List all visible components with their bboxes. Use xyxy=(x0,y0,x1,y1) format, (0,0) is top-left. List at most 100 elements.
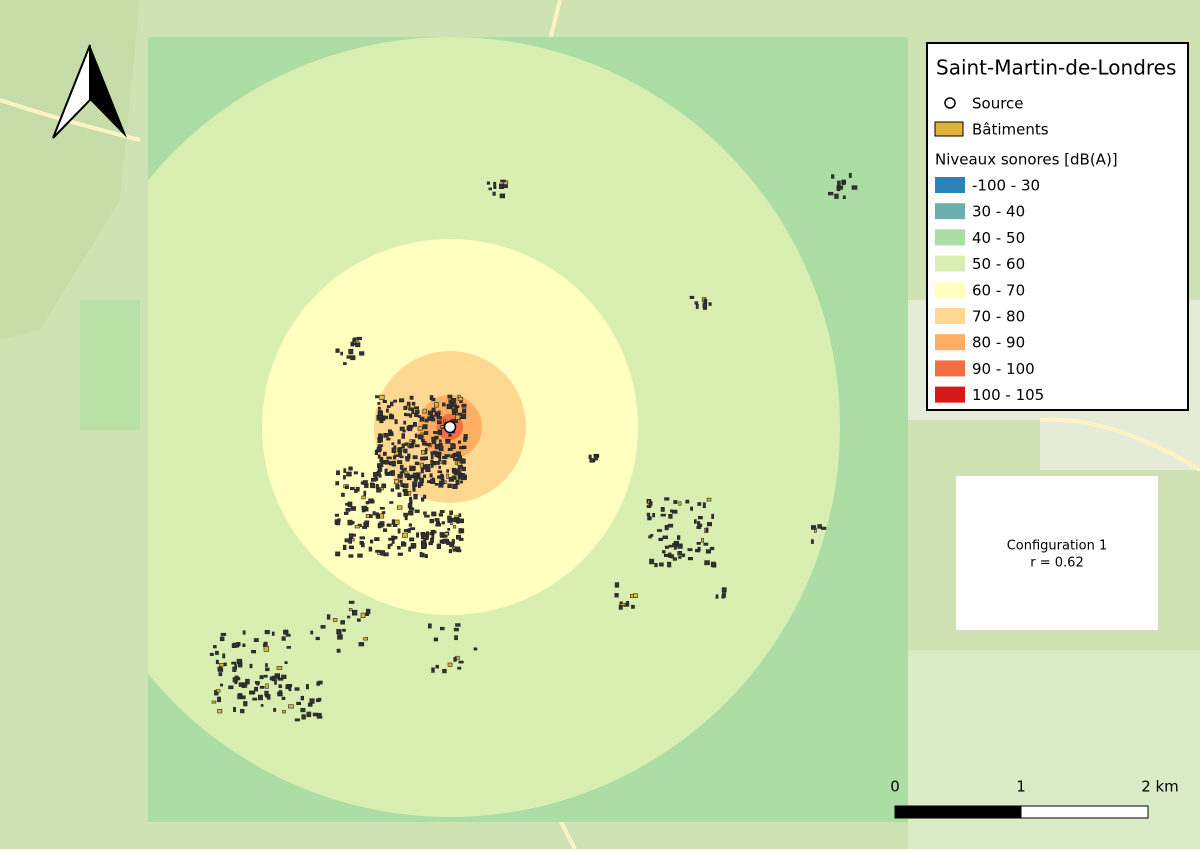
legend-level-swatch xyxy=(935,203,965,220)
building xyxy=(646,512,651,517)
building xyxy=(278,690,283,696)
building xyxy=(702,303,708,309)
building xyxy=(631,604,635,609)
building xyxy=(359,351,365,356)
building xyxy=(257,694,263,701)
building xyxy=(283,629,289,635)
building xyxy=(399,455,404,459)
building xyxy=(441,478,445,485)
building xyxy=(711,513,714,519)
building xyxy=(423,431,429,435)
building xyxy=(215,650,219,655)
scale-label: 2 km xyxy=(1141,778,1179,796)
building xyxy=(431,397,436,402)
building xyxy=(671,509,678,514)
building xyxy=(438,439,442,443)
building xyxy=(660,513,666,517)
building xyxy=(649,558,655,565)
building xyxy=(215,659,219,665)
building xyxy=(667,561,672,568)
building xyxy=(344,485,349,489)
building xyxy=(662,550,666,554)
building xyxy=(334,513,340,517)
building xyxy=(424,448,428,452)
building xyxy=(353,471,358,475)
building xyxy=(839,185,844,190)
legend-level-label: 50 - 60 xyxy=(972,255,1025,273)
building xyxy=(658,537,663,542)
building xyxy=(423,474,427,478)
building xyxy=(401,541,405,545)
building xyxy=(414,412,419,418)
legend-level-label: 30 - 40 xyxy=(972,203,1025,221)
building xyxy=(428,541,433,546)
building xyxy=(663,553,669,558)
building xyxy=(217,666,223,671)
building xyxy=(294,718,300,722)
building xyxy=(422,408,427,414)
building xyxy=(842,181,845,186)
building xyxy=(672,557,677,561)
scale-label: 1 xyxy=(1016,778,1026,796)
building xyxy=(354,489,358,493)
building xyxy=(274,675,279,679)
building xyxy=(390,414,394,419)
building xyxy=(386,405,391,408)
building xyxy=(386,471,390,476)
legend-level-swatch xyxy=(935,334,965,351)
building xyxy=(704,560,710,566)
building xyxy=(348,466,353,471)
building xyxy=(342,362,347,365)
building xyxy=(219,636,225,642)
building xyxy=(453,457,458,461)
source-point xyxy=(443,420,457,434)
building xyxy=(376,488,382,493)
legend-box xyxy=(926,42,1189,411)
building xyxy=(389,501,394,504)
legend-source-symbol xyxy=(944,97,956,109)
building xyxy=(452,470,457,474)
building xyxy=(404,473,410,478)
building xyxy=(343,511,349,515)
building xyxy=(401,469,405,474)
building xyxy=(391,460,396,467)
building xyxy=(393,399,398,403)
building xyxy=(436,420,442,425)
building xyxy=(409,499,413,504)
building xyxy=(449,510,453,515)
building xyxy=(820,526,827,530)
building xyxy=(370,483,376,489)
building xyxy=(403,448,408,454)
building xyxy=(448,549,453,554)
building xyxy=(362,526,367,529)
building xyxy=(457,666,462,670)
building xyxy=(348,348,354,355)
building xyxy=(336,470,340,476)
building xyxy=(431,440,437,444)
building xyxy=(654,562,658,568)
legend-levels: -100 - 30 30 - 40 40 - 50 50 - 60 60 - 70 70 … xyxy=(935,177,1044,404)
building xyxy=(237,694,242,700)
building xyxy=(361,495,366,500)
building xyxy=(392,447,396,453)
building xyxy=(451,397,457,404)
building xyxy=(377,523,384,528)
info-box xyxy=(956,476,1158,630)
building xyxy=(347,615,351,619)
legend-level-label: 90 - 100 xyxy=(972,360,1035,378)
building xyxy=(213,645,217,649)
building xyxy=(697,502,702,506)
building xyxy=(721,592,726,598)
building xyxy=(406,425,410,431)
building xyxy=(404,516,408,521)
building xyxy=(399,426,405,431)
building xyxy=(488,187,492,191)
building xyxy=(424,514,430,518)
building xyxy=(438,513,444,517)
building xyxy=(701,538,704,543)
building xyxy=(452,525,457,529)
building xyxy=(678,556,682,559)
building xyxy=(408,523,413,527)
building xyxy=(288,686,292,692)
